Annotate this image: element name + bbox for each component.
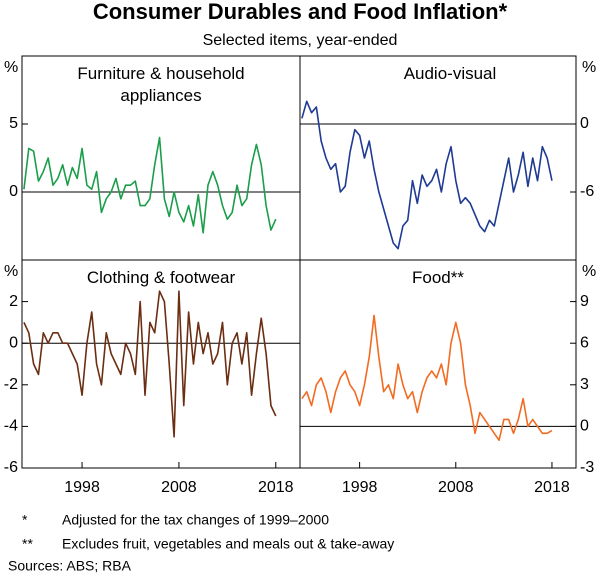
y-tick-label: 3 [580,376,589,393]
panel-title: Food** [412,268,464,287]
y-tick-label: 2 [9,293,18,310]
note-marker: * [22,512,28,528]
x-tick-label: 2008 [161,479,197,496]
y-unit: % [4,263,18,280]
y-tick-label: 9 [580,293,589,310]
note-text: Excludes fruit, vegetables and meals out… [62,536,394,552]
panel-title: Clothing & footwear [86,268,236,287]
sources: Sources: ABS; RBA [8,558,132,574]
y-tick-label: 5 [9,115,18,132]
x-tick-label: 2008 [438,479,474,496]
y-tick-label: 0 [580,418,589,435]
x-tick-label: 2018 [258,479,294,496]
y-unit: % [4,59,18,76]
note-text: Adjusted for the tax changes of 1999–200… [62,512,329,528]
x-tick-label: 1998 [342,479,378,496]
y-tick-label: -3 [580,459,594,476]
y-tick-label: -6 [580,183,594,200]
data-line [23,136,277,234]
y-tick-label: 0 [9,334,18,351]
x-tick-label: 1998 [64,479,100,496]
data-line [301,100,553,250]
y-tick-label: 6 [580,334,589,351]
panel-title: Audio-visual [403,64,497,83]
y-unit: % [582,59,596,76]
frame [21,55,577,469]
y-unit: % [582,263,596,280]
y-tick-label: -2 [4,376,18,393]
note-marker: ** [22,536,33,552]
y-tick-label: 0 [580,115,589,132]
panel-title: Furniture & household appliances [77,64,245,105]
data-line [301,314,553,442]
data-line [23,290,277,438]
chart-subtitle: Selected items, year-ended [203,32,398,49]
y-tick-label: 0 [9,183,18,200]
y-tick-label: -4 [4,418,18,435]
chart-title: Consumer Durables and Food Inflation* [93,0,508,24]
y-tick-label: -6 [4,459,18,476]
x-tick-label: 2018 [534,479,570,496]
